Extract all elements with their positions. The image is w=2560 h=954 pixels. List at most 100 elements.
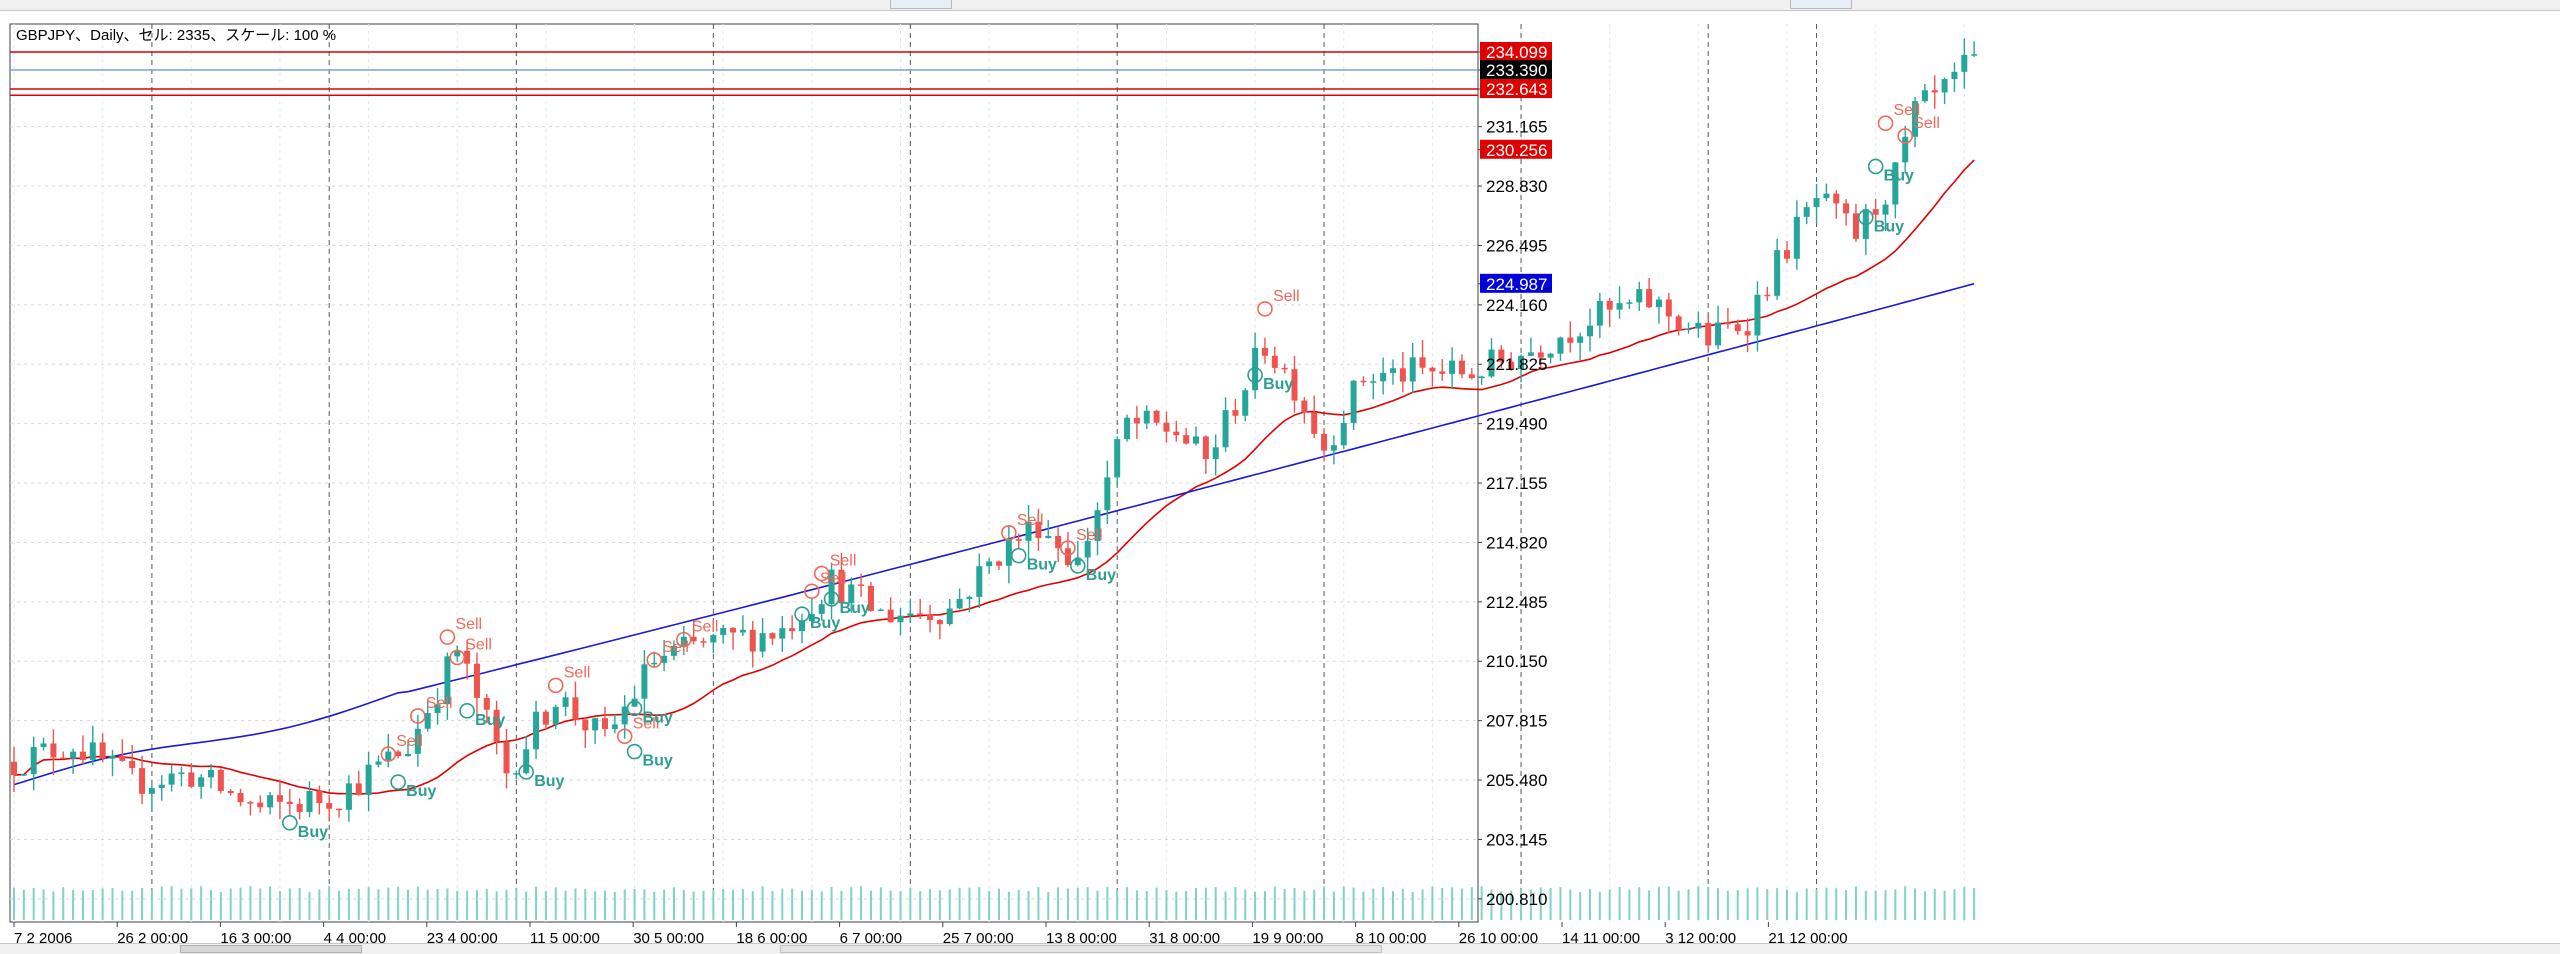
candle-body — [1961, 54, 1968, 72]
sell-signal-label: Sell — [1913, 115, 1940, 132]
candle-body — [1675, 316, 1682, 330]
candle-body — [641, 664, 648, 699]
candle-body — [1439, 371, 1446, 374]
y-tick-label: 219.490 — [1486, 415, 1547, 434]
candle-body — [1921, 90, 1928, 102]
candle-body — [365, 764, 372, 795]
sell-signal-label: Sell — [662, 639, 689, 656]
candle-body — [739, 629, 746, 633]
candle-body — [1232, 410, 1239, 416]
candle-body — [247, 802, 254, 804]
buy-signal-marker — [459, 703, 475, 719]
moving-averages — [13, 159, 1975, 795]
candle-body — [1035, 521, 1042, 538]
buy-signal-label: Buy — [1027, 557, 1057, 574]
candle-body — [1045, 535, 1052, 538]
candle-body — [1133, 417, 1140, 424]
candle-body — [572, 697, 579, 720]
candle-body — [1843, 203, 1850, 214]
chart-window[interactable]: Sell Sell Sell Buy Sell Buy Buy Buy Sell Sell Buy B… — [0, 10, 2560, 953]
y-tick-label: 207.815 — [1486, 712, 1547, 731]
candle-body — [877, 609, 884, 612]
candle-body — [1518, 355, 1525, 369]
sell-signal-marker — [813, 565, 830, 582]
sell-signal-label: Sell — [1076, 527, 1103, 544]
candle-body — [1202, 436, 1209, 460]
price-label-bg — [1480, 42, 1552, 62]
candle-body — [1252, 347, 1259, 391]
candle-body — [1153, 410, 1160, 423]
candle-body — [1852, 213, 1859, 239]
candle-body — [749, 629, 756, 652]
sell-signal-label: Sell — [633, 715, 660, 732]
buy-signal-marker — [281, 814, 298, 831]
buy-signal-label: Buy — [1874, 218, 1904, 235]
x-tick-label: 3 12 00:00 — [1665, 930, 1736, 943]
buy-signal-marker — [390, 774, 406, 790]
sell-signal-label: Sell — [465, 636, 492, 653]
candle-body — [483, 697, 490, 710]
candle-body — [611, 724, 618, 729]
candle-body — [1291, 369, 1298, 401]
candle-body — [1498, 349, 1505, 362]
sell-signal-marker — [804, 583, 820, 600]
candle-body — [867, 585, 874, 611]
horizontal-lines[interactable] — [10, 51, 1478, 96]
candle-body — [198, 777, 205, 787]
candle-body — [680, 636, 687, 646]
candle-body — [1330, 445, 1337, 451]
candle-body — [907, 613, 914, 616]
candle-body — [730, 627, 737, 633]
candle-body — [1488, 349, 1495, 377]
x-tick-label: 7 2 2006 — [14, 930, 72, 943]
candle-body — [326, 803, 333, 809]
candle-body — [40, 743, 47, 748]
candle-body — [1429, 367, 1436, 372]
toolbar-button[interactable] — [890, 0, 952, 9]
candle-body — [1143, 410, 1150, 424]
buy-signal-label: Buy — [298, 824, 328, 841]
candle-body — [1449, 360, 1456, 374]
toolbar-button[interactable] — [1790, 0, 1852, 9]
time-axis[interactable]: 7 2 2006 26 2 00:00 16 3 00:00 4 4 00:00 23 … — [13, 922, 1848, 943]
candle-body — [1902, 136, 1909, 163]
candle-body — [592, 718, 599, 731]
candle-body — [464, 650, 471, 664]
candle-body — [1399, 368, 1406, 382]
candle-body — [1222, 410, 1229, 448]
candle-body — [1764, 294, 1771, 297]
candle-body — [996, 561, 1002, 566]
candle-body — [582, 719, 589, 731]
candle-body — [345, 783, 352, 810]
candle-body — [79, 751, 86, 760]
candle-body — [1892, 162, 1899, 205]
candle-body — [424, 713, 431, 729]
buy-signal-marker — [1867, 158, 1884, 175]
x-tick-label: 26 2 00:00 — [117, 930, 188, 943]
candle-body — [1587, 325, 1593, 337]
candle-body — [217, 769, 224, 791]
candle-body — [1311, 412, 1318, 434]
sell-signal-label: Sell — [692, 619, 719, 636]
scrollbar-track-segment[interactable] — [780, 945, 1382, 953]
candle-body — [1567, 337, 1574, 343]
candle-body — [1015, 539, 1022, 541]
candle-body — [1114, 439, 1121, 478]
buy-signal-label: Buy — [534, 773, 564, 790]
sell-signal-label: Sell — [396, 733, 423, 750]
candle-body — [139, 768, 146, 794]
candle-body — [513, 773, 520, 775]
buy-signal-label: Buy — [406, 783, 436, 800]
sell-signal-marker — [439, 629, 456, 645]
candle-body — [799, 621, 805, 632]
buy-signal-label: Buy — [1263, 376, 1293, 393]
price-chart[interactable]: SellSellSellBuySellBuyBuyBuySellSellBuyB… — [0, 10, 2560, 943]
candle-body — [119, 755, 126, 761]
buy-signal-label: Buy — [840, 600, 870, 617]
candle-body — [1281, 367, 1288, 370]
candle-body — [1784, 250, 1790, 259]
scrollbar-thumb[interactable] — [180, 945, 362, 953]
candle-body — [178, 772, 185, 774]
candle-body — [1458, 360, 1465, 375]
